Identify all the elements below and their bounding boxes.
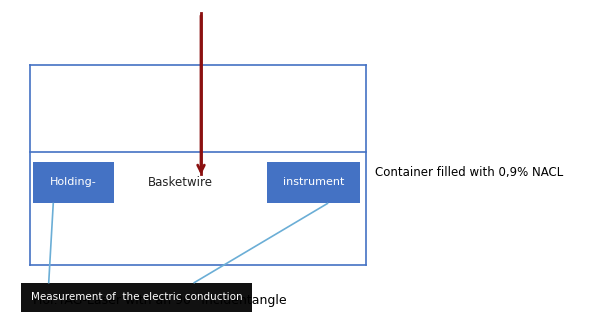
Text: instrument: instrument bbox=[283, 178, 344, 187]
FancyBboxPatch shape bbox=[267, 162, 360, 203]
Text: Holding-: Holding- bbox=[50, 178, 97, 187]
FancyBboxPatch shape bbox=[33, 162, 114, 203]
Text: Hol:YAG-Laser with an 90° incidentangle: Hol:YAG-Laser with an 90° incidentangle bbox=[33, 294, 287, 307]
Text: Measurement of  the electric conduction: Measurement of the electric conduction bbox=[31, 292, 242, 302]
Text: Basketwire: Basketwire bbox=[148, 176, 212, 189]
Text: Container filled with 0,9% NACL: Container filled with 0,9% NACL bbox=[375, 166, 563, 179]
FancyBboxPatch shape bbox=[21, 283, 252, 312]
